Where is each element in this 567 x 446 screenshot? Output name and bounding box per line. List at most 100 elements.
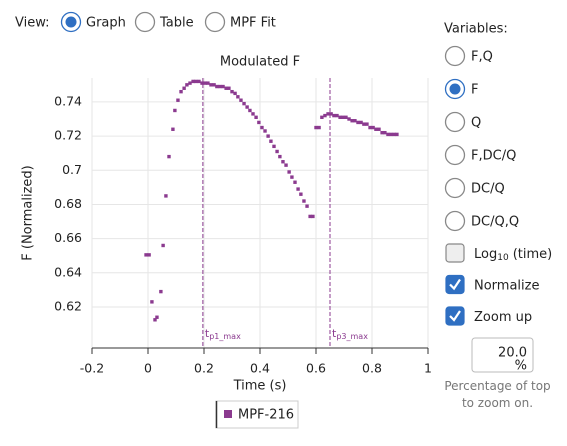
data-point [299, 192, 303, 196]
data-point [374, 127, 378, 131]
zoom-input[interactable] [471, 337, 534, 373]
data-point [371, 125, 375, 130]
y-tick-label: 0.7 [62, 162, 82, 177]
annotation-label-sub: p3_max [336, 332, 368, 341]
zoom-help: Percentage of top to zoom on. [444, 379, 551, 410]
checkbox-label[interactable]: Log10 (time) [474, 247, 552, 263]
data-point [281, 160, 285, 164]
radio-button[interactable] [134, 11, 156, 33]
data-point [389, 132, 393, 137]
data-point [179, 89, 183, 94]
data-point [323, 113, 327, 118]
data-point [266, 134, 270, 138]
variable-option[interactable]: DC/Q [471, 182, 505, 197]
view-option[interactable]: Table [159, 16, 194, 31]
checkbox-label-text: Log [474, 247, 497, 262]
data-point [395, 132, 399, 137]
data-point [215, 84, 219, 89]
data-point [287, 170, 291, 174]
checkbox[interactable] [445, 274, 465, 295]
x-tick-label: 0 [144, 361, 152, 376]
view-option[interactable]: MPF Fit [230, 16, 276, 31]
data-point [329, 112, 333, 116]
data-point [227, 86, 231, 90]
y-tick-label: 0.64 [54, 264, 82, 279]
variable-option[interactable]: F,Q [471, 50, 493, 65]
data-point [233, 91, 237, 96]
checkbox[interactable] [445, 306, 465, 326]
data-point [263, 129, 267, 133]
data-point [197, 79, 201, 84]
radio-button[interactable] [444, 111, 466, 133]
data-point [155, 315, 159, 319]
view-option[interactable]: Graph [86, 16, 126, 31]
annotation-label: tp1_max [205, 327, 241, 341]
x-tick-label: 0.6 [306, 361, 326, 376]
data-point [368, 125, 372, 130]
data-point [203, 81, 207, 85]
data-point [221, 84, 225, 89]
radio-dot [449, 83, 461, 95]
checkbox-label-text: Normalize [474, 278, 539, 293]
data-point [176, 98, 180, 102]
radio-button[interactable] [444, 210, 466, 232]
data-point [269, 139, 273, 143]
checkbox-label[interactable]: Normalize [474, 278, 539, 293]
data-point [182, 86, 186, 90]
data-point [230, 89, 234, 94]
checkmark [449, 278, 461, 291]
data-point [278, 154, 282, 159]
data-point [386, 132, 390, 137]
data-point [191, 79, 195, 84]
checkmark [449, 310, 461, 322]
radio-dot [65, 16, 77, 28]
data-point [236, 95, 240, 99]
y-tick-label: 0.66 [54, 230, 82, 245]
variable-option[interactable]: F,DC/Q [471, 149, 516, 164]
zoom-value: 20.0 [498, 346, 527, 361]
radio-button[interactable] [204, 11, 226, 33]
checkbox-label[interactable]: Zoom up [474, 310, 532, 325]
x-tick-label: 0.2 [194, 361, 214, 376]
x-axis-label: Time (s) [233, 379, 287, 394]
zoom-help-box: Percentage of top to zoom on. [444, 379, 551, 410]
annotation-label-main: t [332, 327, 337, 340]
data-point [380, 130, 384, 135]
data-point [209, 83, 213, 87]
variable-option[interactable]: Q [471, 116, 481, 131]
data-point [335, 113, 339, 118]
data-point [317, 125, 321, 130]
data-point [296, 187, 300, 191]
data-point [359, 120, 363, 125]
data-point [254, 115, 258, 120]
data-point [311, 214, 315, 219]
data-point [377, 127, 381, 131]
data-point [347, 117, 351, 121]
data-point [275, 149, 279, 154]
view-label: View: [15, 16, 50, 31]
y-tick-label: 0.62 [54, 298, 82, 313]
data-point [224, 86, 228, 90]
data-point [365, 122, 369, 126]
data-point [245, 105, 249, 109]
data-point [239, 98, 243, 102]
checkbox-label-suffix: (time) [513, 247, 553, 262]
data-point [383, 130, 387, 135]
data-point [272, 144, 276, 149]
data-point [284, 163, 288, 167]
data-point [185, 83, 189, 87]
data-point [314, 125, 318, 130]
radio-button[interactable] [444, 144, 466, 166]
radio-button[interactable] [444, 45, 466, 67]
data-point [218, 84, 222, 89]
checkbox-label-sub: 10 [497, 253, 509, 263]
variable-option[interactable]: DC/Q,Q [471, 215, 519, 230]
variable-option[interactable]: F [471, 83, 478, 98]
x-tick-label: 0.8 [362, 361, 382, 376]
checkbox-label-text: Zoom up [474, 310, 532, 325]
data-point [200, 81, 204, 85]
data-point [147, 253, 151, 257]
radio-button[interactable] [444, 177, 466, 199]
data-point [150, 300, 154, 304]
checkbox[interactable] [445, 243, 465, 263]
